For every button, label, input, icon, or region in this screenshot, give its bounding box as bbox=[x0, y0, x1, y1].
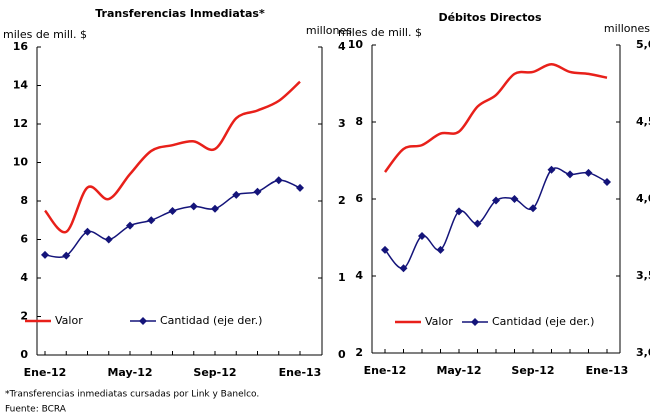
y2-tick-label: 3,5 bbox=[636, 269, 650, 282]
y-tick-label: 12 bbox=[13, 117, 28, 130]
y-tick-label: 0 bbox=[20, 348, 28, 361]
marker bbox=[253, 187, 262, 196]
y2-tick-label: 4,5 bbox=[636, 115, 650, 128]
marker bbox=[168, 207, 177, 216]
marker bbox=[547, 165, 556, 174]
y2-tick-label: 3,0 bbox=[636, 346, 650, 359]
marker bbox=[455, 207, 463, 216]
y-tick-label: 6 bbox=[355, 192, 363, 205]
marker bbox=[510, 195, 519, 203]
y-tick-label: 2 bbox=[20, 310, 28, 323]
y2-tick-label: 0 bbox=[338, 348, 346, 361]
y-tick-label: 8 bbox=[355, 115, 363, 128]
y-axis-label: miles de mill. $ bbox=[3, 28, 87, 41]
marker bbox=[381, 245, 389, 254]
marker bbox=[584, 168, 593, 177]
y2-tick-label: 1 bbox=[338, 271, 346, 284]
legend-marker bbox=[471, 318, 479, 326]
marker bbox=[603, 178, 611, 187]
marker bbox=[189, 202, 198, 211]
y-tick-label: 14 bbox=[13, 79, 29, 92]
x-tick-label: Ene-13 bbox=[279, 366, 322, 379]
x-tick-label: Ene-12 bbox=[24, 366, 67, 379]
footnote: *Transferencias inmediatas cursadas por … bbox=[5, 390, 259, 400]
y-axis-label: miles de mill. $ bbox=[338, 26, 422, 39]
marker bbox=[126, 221, 134, 230]
marker bbox=[418, 231, 426, 240]
marker bbox=[529, 204, 537, 213]
marker bbox=[436, 245, 445, 254]
marker bbox=[41, 250, 49, 259]
x-tick-label: May-12 bbox=[107, 366, 152, 379]
y2-axis-label: millones bbox=[306, 24, 352, 37]
line bbox=[384, 62, 608, 173]
y2-tick-label: 2 bbox=[338, 194, 346, 207]
marker bbox=[296, 183, 304, 192]
y-tick-label: 4 bbox=[20, 271, 28, 284]
line bbox=[44, 80, 301, 234]
y-tick-label: 6 bbox=[20, 233, 28, 246]
y-tick-label: 10 bbox=[348, 38, 364, 51]
y2-tick-label: 4,0 bbox=[636, 192, 650, 205]
x-tick-label: Ene-12 bbox=[364, 364, 407, 377]
y-tick-label: 8 bbox=[20, 194, 28, 207]
marker bbox=[399, 264, 408, 273]
y2-tick-label: 4 bbox=[338, 40, 346, 53]
line bbox=[384, 167, 608, 270]
y-tick-label: 2 bbox=[355, 346, 363, 359]
marker bbox=[232, 190, 241, 199]
marker bbox=[492, 196, 500, 205]
marker bbox=[473, 219, 482, 228]
marker bbox=[566, 170, 574, 179]
legend-marker bbox=[139, 317, 147, 325]
marker bbox=[83, 227, 92, 236]
legend-label: Cantidad (eje der.) bbox=[160, 314, 262, 327]
x-tick-label: Sep-12 bbox=[511, 364, 554, 377]
x-tick-label: Ene-13 bbox=[586, 364, 629, 377]
y2-tick-label: 5,0 bbox=[636, 38, 650, 51]
chart-title: Débitos Directos bbox=[438, 11, 542, 24]
y2-tick-label: 3 bbox=[338, 117, 346, 130]
chart-title: Transferencias Inmediatas* bbox=[95, 7, 265, 20]
source: Fuente: BCRA bbox=[5, 405, 67, 415]
legend-label: Valor bbox=[425, 315, 453, 328]
x-tick-label: May-12 bbox=[436, 364, 481, 377]
marker bbox=[211, 204, 219, 213]
marker bbox=[274, 176, 283, 185]
legend-label: Cantidad (eje der.) bbox=[492, 315, 594, 328]
y2-axis-label: millones bbox=[604, 22, 650, 35]
marker bbox=[147, 216, 156, 225]
marker bbox=[62, 251, 71, 260]
x-tick-label: Sep-12 bbox=[193, 366, 236, 379]
marker bbox=[104, 235, 113, 244]
y-tick-label: 16 bbox=[13, 40, 29, 53]
legend-label: Valor bbox=[55, 314, 83, 327]
y-tick-label: 4 bbox=[355, 269, 363, 282]
y-tick-label: 10 bbox=[13, 156, 29, 169]
